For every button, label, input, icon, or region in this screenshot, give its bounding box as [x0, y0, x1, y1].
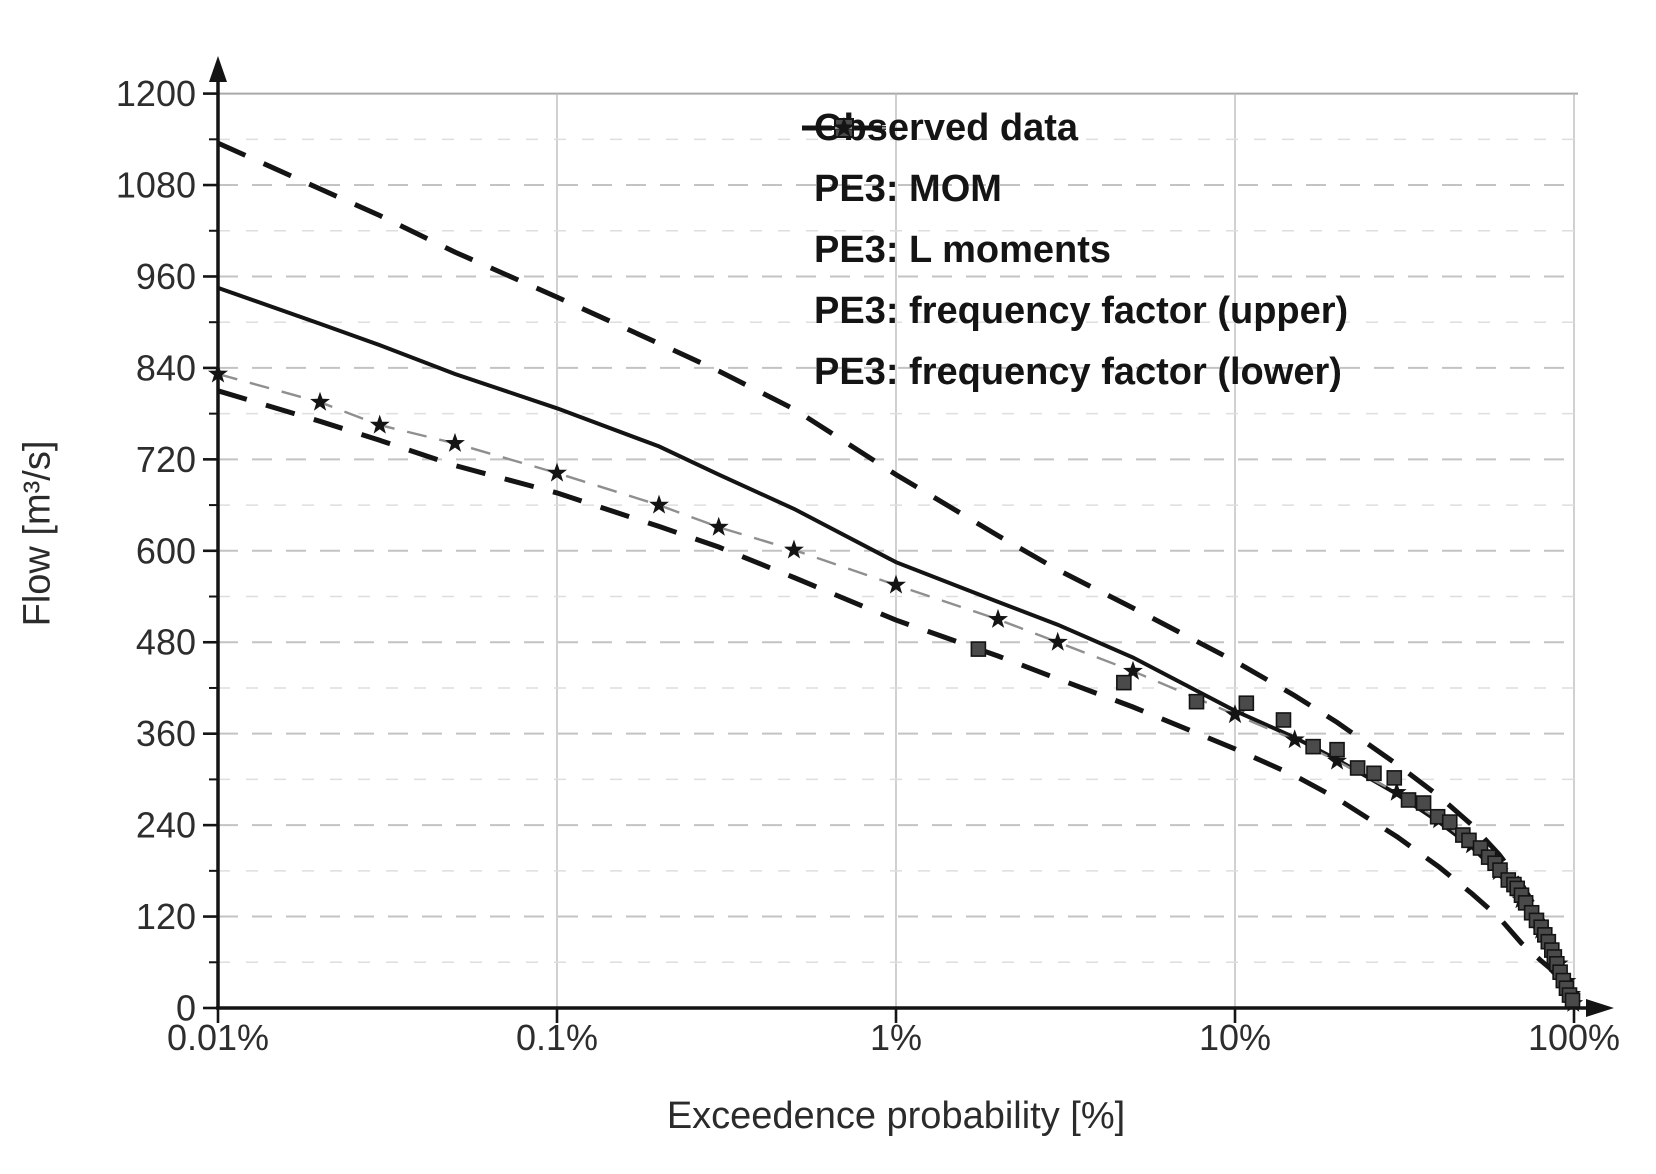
legend-item: PE3: frequency factor (lower): [798, 125, 1348, 393]
y-tick-label: 720: [136, 439, 196, 480]
observed-square: [1366, 765, 1382, 782]
legend-item-label: PE3: frequency factor (upper): [814, 289, 1349, 332]
observed-square: [1238, 695, 1255, 712]
legend-item: PE3: frequency factor (upper): [798, 125, 1349, 332]
star-marker: [1123, 660, 1143, 680]
legend-item: PE3: MOM: [798, 126, 1348, 210]
observed-square: [1349, 760, 1366, 776]
series-line-dashed: [216, 140, 1577, 1009]
star-marker: [445, 432, 465, 452]
observed-square: [1564, 992, 1581, 1009]
y-tick-label: 1080: [116, 165, 196, 206]
y-axis-arrow: [209, 56, 227, 82]
star-marker: [1327, 750, 1347, 770]
observed-square: [1386, 770, 1403, 786]
observed-square: [1188, 693, 1205, 710]
star-marker: [1386, 781, 1407, 801]
star-marker: [886, 574, 906, 594]
legend-item-label: PE3: L moments: [814, 228, 1112, 271]
y-tick-label: 960: [136, 256, 196, 297]
y-axis-title: Flow [m³/s]: [16, 440, 59, 627]
observed-square: [1116, 674, 1132, 691]
star-marker: [1225, 704, 1245, 724]
x-tick-label: 10%: [1199, 1017, 1271, 1058]
y-tick-label: 240: [136, 805, 196, 846]
x-tick-label: 100%: [1528, 1017, 1620, 1058]
star-marker: [784, 539, 804, 559]
line-style-icon: [802, 125, 886, 131]
observed-square: [1305, 738, 1321, 755]
y-tick-label: 480: [136, 622, 196, 663]
y-tick-label: 120: [136, 896, 196, 937]
legend: Observed data PE3: MOM PE3: L moments PE3: …: [798, 107, 1349, 393]
x-axis-title: Exceedence probability [%]: [666, 1095, 1126, 1137]
x-tick-label: 0.1%: [516, 1017, 598, 1058]
x-axis-arrow: [1586, 999, 1614, 1017]
y-tick-label: 0: [176, 988, 196, 1029]
star-marker: [1284, 729, 1305, 749]
legend-item-label: PE3: frequency factor (lower): [814, 350, 1342, 393]
observed-square: [1329, 741, 1345, 758]
star-marker: [547, 462, 567, 482]
observed-square: [1415, 795, 1432, 811]
y-tick-label: 840: [136, 347, 196, 388]
star-marker: [988, 608, 1008, 628]
star-marker: [649, 494, 669, 514]
observed-square: [970, 641, 987, 657]
series-line-dashed: [217, 388, 1576, 1009]
star-marker: [310, 391, 330, 411]
star-marker: [708, 516, 729, 536]
x-tick-label: 1%: [870, 1017, 922, 1058]
y-tick-label: 1200: [116, 73, 196, 114]
observed-square: [1441, 814, 1458, 830]
legend-item-label: PE3: MOM: [814, 167, 1002, 210]
y-tick-label: 600: [136, 530, 196, 571]
observed-square: [1400, 792, 1417, 808]
legend-item: PE3: L moments: [798, 117, 1348, 271]
observed-square: [1275, 712, 1292, 728]
star-marker: [369, 414, 390, 434]
star-marker: [1047, 631, 1068, 651]
y-tick-label: 360: [136, 713, 196, 754]
x-tick-label: 0.01%: [167, 1017, 269, 1058]
